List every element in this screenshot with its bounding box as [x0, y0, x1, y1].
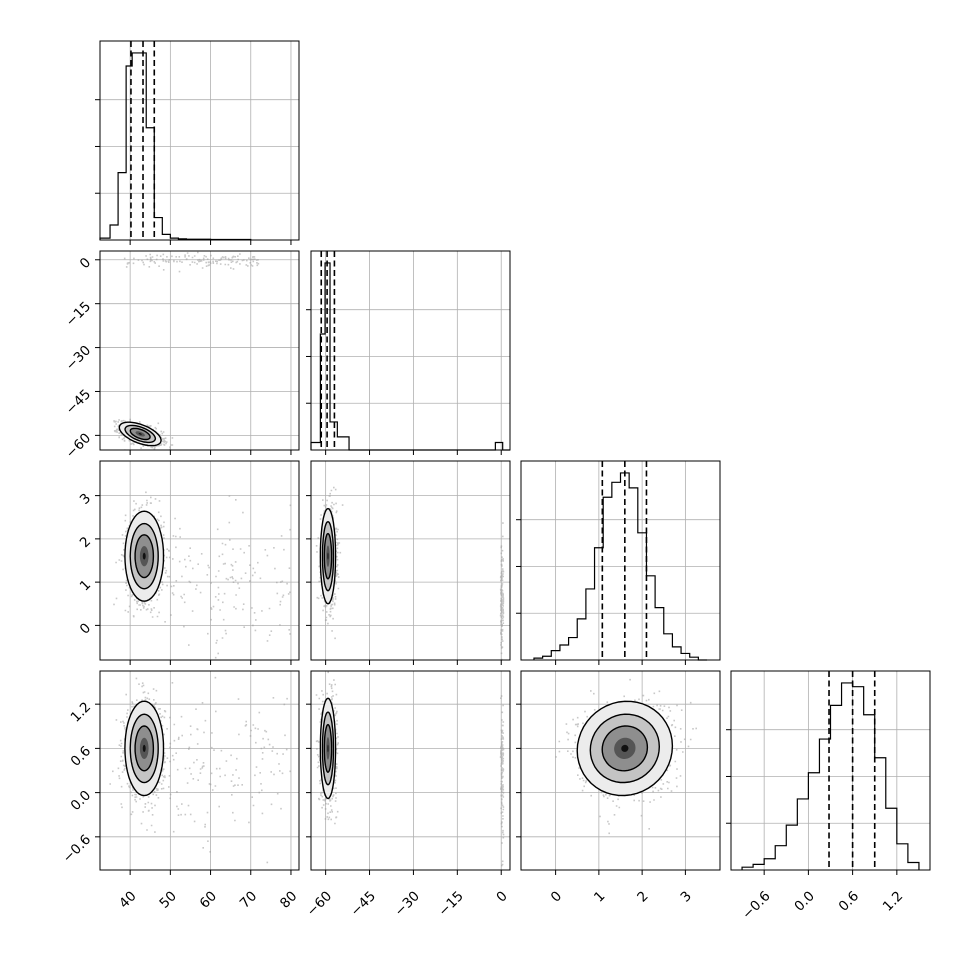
contour-line-2: [323, 723, 333, 773]
y-tick-label: −45: [63, 386, 94, 417]
panel-frame: [99, 670, 300, 871]
y-tick-label: 1.2: [68, 699, 95, 726]
contour-line-2: [129, 427, 151, 441]
x-tick-label: −15: [435, 888, 466, 919]
x-tick-label: 80: [277, 888, 300, 911]
density-level-4: [142, 744, 146, 752]
contour-line-0: [319, 697, 337, 800]
x-tick-label: 40: [116, 888, 139, 911]
y-tick-label: −0.6: [60, 832, 94, 866]
panel-frame: [310, 250, 511, 451]
y-tick-label: 0.6: [68, 743, 95, 770]
contour-line-1: [129, 713, 159, 784]
histogram-panel-2: [516, 460, 721, 665]
scatter-panel-2-1: [306, 460, 511, 665]
panel-frame: [730, 670, 931, 871]
y-tick-label: −60: [63, 430, 94, 461]
contour-line-2: [601, 725, 649, 772]
y-tick-label: 0: [77, 620, 94, 637]
contour-line-0: [576, 700, 674, 797]
x-tick-label: 0.0: [791, 888, 818, 915]
panel-content: [315, 671, 505, 867]
panel-content: [555, 678, 697, 835]
panel-content: [113, 251, 260, 450]
y-tick-label: −30: [63, 342, 94, 373]
scatter-panel-3-1: −60 −45 −30 −15 0: [304, 670, 511, 920]
x-tick-label: 3: [678, 888, 695, 905]
scatter-points: [113, 491, 292, 659]
x-tick-label: −45: [348, 888, 379, 919]
x-tick-label: 50: [156, 888, 179, 911]
x-tick-label: 0: [493, 888, 510, 905]
x-tick-label: 0.6: [836, 888, 863, 915]
scatter-panel-3-2: 0 1 2 3: [516, 670, 721, 906]
histogram-panel-0: [95, 40, 300, 245]
histogram-panel-1: [306, 250, 511, 455]
density-level-4: [621, 744, 629, 752]
x-tick-label: −60: [304, 888, 335, 919]
y-tick-label: −15: [63, 299, 94, 330]
density-level-4: [327, 744, 329, 753]
panel-content: [109, 676, 291, 864]
panel-content: [113, 491, 292, 659]
histogram-step: [741, 682, 920, 870]
histogram-panel-3: −0.6 0.0 0.6 1.2: [726, 670, 931, 923]
x-tick-label: −30: [391, 888, 422, 919]
scatter-points: [555, 678, 697, 835]
y-tick-label: 1: [77, 577, 94, 594]
contour-line-1: [321, 711, 335, 786]
scatter-points: [315, 671, 505, 867]
contour-line-1: [124, 424, 157, 444]
scatter-panel-3-0: 40 50 60 70 80 −0.6 0.0 0.6 1.2: [60, 670, 300, 912]
panel-content: [315, 486, 505, 660]
density-level-4: [327, 552, 329, 560]
panel-frame: [520, 460, 721, 661]
x-tick-label: −0.6: [739, 888, 773, 922]
density-level-4: [138, 433, 142, 435]
panel-frame: [520, 670, 721, 871]
panel-frame: [99, 40, 300, 241]
contour-line-2: [134, 534, 155, 579]
contour-line-0: [124, 700, 165, 797]
contour-line-2: [323, 532, 333, 580]
x-tick-label: 1.2: [880, 888, 907, 915]
contour-line-2: [134, 725, 155, 772]
panel-frame: [99, 250, 300, 451]
x-tick-label: 70: [237, 888, 260, 911]
contour-line-0: [124, 510, 165, 602]
contour-line-1: [321, 520, 335, 592]
scatter-points: [315, 486, 505, 660]
histogram-step: [310, 262, 510, 451]
x-tick-label: 0: [548, 888, 565, 905]
scatter-panel-1-0: −60 −45 −30 −15 0: [63, 250, 300, 462]
scatter-panel-2-0: 0 1 2 3: [77, 460, 300, 665]
contour-line-0: [319, 507, 337, 605]
panel-frame: [99, 460, 300, 661]
contour-line-1: [129, 522, 159, 590]
panel-frame: [310, 670, 511, 871]
density-level-4: [142, 552, 146, 560]
y-tick-label: 0: [77, 255, 94, 272]
panel-frame: [310, 460, 511, 661]
contour-line-0: [118, 421, 162, 447]
x-tick-label: 60: [197, 888, 220, 911]
x-tick-label: 1: [591, 888, 608, 905]
y-tick-label: 3: [77, 490, 94, 507]
contour-line-1: [589, 713, 661, 784]
histogram-step: [533, 472, 708, 661]
y-tick-label: 0.0: [68, 787, 95, 814]
y-tick-label: 2: [77, 534, 94, 551]
x-tick-label: 2: [634, 888, 651, 905]
